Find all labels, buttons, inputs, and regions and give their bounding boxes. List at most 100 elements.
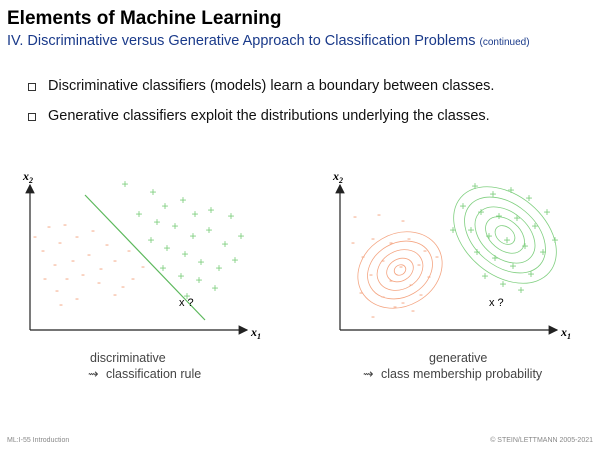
y-axis-label: x2 [332, 169, 343, 185]
positive-sample-mark: + [509, 259, 516, 273]
positive-sample-mark: + [135, 207, 142, 221]
generative-diagram: x2 x1 - - -- - - --- - - --- - --- - ---- -++ ++++ + + ++… [325, 160, 580, 345]
negative-sample-mark: - [53, 257, 57, 271]
negative-sample-mark: - [371, 309, 375, 323]
negative-sample-mark: - [97, 275, 101, 289]
negative-sample-mark: - [377, 207, 381, 221]
negative-sample-mark: - [75, 229, 79, 243]
negative-sample-mark: - [87, 247, 91, 261]
subtitle-note: (continued) [480, 37, 530, 48]
negative-sample-mark: - [55, 283, 59, 297]
negative-sample-mark: - [43, 271, 47, 285]
positive-sample-mark: + [189, 229, 196, 243]
negative-sample-mark: - [389, 235, 393, 249]
positive-sample-mark: + [147, 233, 154, 247]
negative-sample-mark: - [47, 219, 51, 233]
negative-sample-mark: - [63, 217, 67, 231]
positive-sample-mark: + [499, 277, 506, 291]
positive-sample-mark: + [207, 203, 214, 217]
positive-sample-mark: + [191, 207, 198, 221]
negative-sample-mark: - [401, 295, 405, 309]
positive-sample-mark: + [177, 269, 184, 283]
negative-sample-mark: - [411, 303, 415, 317]
negative-sample-mark: - [419, 287, 423, 301]
negative-sample-mark: - [369, 267, 373, 281]
negative-sample-mark: - [99, 261, 103, 275]
bullet-list: Discriminative classifiers (models) lear… [28, 76, 494, 136]
bullet-box-icon [28, 83, 36, 91]
slide-title: Elements of Machine Learning [7, 8, 282, 30]
caption-text: class membership probability [381, 367, 542, 381]
positive-sample-mark: + [513, 211, 520, 225]
positive-sample-mark: + [539, 245, 546, 259]
positive-sample-mark: + [215, 261, 222, 275]
positive-sample-mark: + [525, 191, 532, 205]
point-cloud: -- --- - --- - ----- ----------+++ ++ + +++ ++ ++++… [33, 177, 245, 311]
negative-sample-mark: - [435, 249, 439, 263]
x-axis-label: x1 [250, 325, 261, 341]
caption-heading: generative [363, 350, 542, 366]
positive-sample-mark: + [163, 241, 170, 255]
negative-sample-mark: - [359, 285, 363, 299]
negative-sample-mark: - [381, 253, 385, 267]
negative-sample-mark: - [81, 267, 85, 281]
caption-heading: discriminative [88, 350, 201, 366]
caption-text: classification rule [106, 367, 201, 381]
y-axis-label: x2 [22, 169, 33, 185]
positive-sample-mark: + [159, 261, 166, 275]
point-cloud: - - -- - - --- - - --- - --- - ---- -++ ++++ + + +++ + + + ++… [351, 179, 559, 323]
positive-sample-mark: + [543, 205, 550, 219]
positive-sample-mark: + [121, 177, 128, 191]
positive-sample-mark: + [205, 223, 212, 237]
negative-sample-mark: - [423, 243, 427, 257]
positive-sample-mark: + [527, 267, 534, 281]
subtitle-text: IV. Discriminative versus Generative App… [7, 33, 476, 49]
positive-sample-mark: + [521, 239, 528, 253]
positive-sample-mark: + [491, 251, 498, 265]
positive-sample-mark: + [517, 283, 524, 297]
positive-sample-mark: + [459, 199, 466, 213]
leadsto-icon: ⇝ [363, 366, 381, 382]
positive-sample-mark: + [495, 209, 502, 223]
bullet-item: Generative classifiers exploit the distr… [28, 106, 494, 136]
slide-subtitle: IV. Discriminative versus Generative App… [7, 33, 530, 49]
positive-sample-mark: + [179, 193, 186, 207]
bullet-text: Generative classifiers exploit the distr… [48, 108, 490, 124]
negative-sample-mark: - [91, 223, 95, 237]
x-axis-label: x1 [560, 325, 571, 341]
query-point-label: x ? [489, 297, 504, 309]
negative-sample-mark: - [371, 231, 375, 245]
positive-sample-mark: + [471, 179, 478, 193]
negative-sample-mark: - [401, 213, 405, 227]
positive-sample-mark: + [231, 253, 238, 267]
negative-sample-mark: - [353, 209, 357, 223]
negative-sample-mark: - [71, 253, 75, 267]
negative-sample-mark: - [351, 235, 355, 249]
query-point-label: x ? [179, 297, 194, 309]
positive-sample-mark: + [481, 269, 488, 283]
positive-sample-mark: + [489, 187, 496, 201]
negative-sample-mark: - [361, 249, 365, 263]
negative-sample-mark: - [427, 269, 431, 283]
negative-sample-mark: - [399, 259, 403, 273]
positive-sample-mark: + [507, 183, 514, 197]
positive-sample-mark: + [197, 255, 204, 269]
positive-sample-mark: + [531, 219, 538, 233]
negative-sample-mark: - [417, 257, 421, 271]
positive-sample-mark: + [477, 205, 484, 219]
positive-sample-mark: + [473, 245, 480, 259]
bullet-box-icon [28, 113, 36, 121]
positive-sample-mark: + [551, 233, 558, 247]
negative-sample-mark: - [141, 259, 145, 273]
positive-sample-mark: + [485, 229, 492, 243]
leadsto-icon: ⇝ [88, 366, 106, 382]
negative-sample-mark: - [113, 253, 117, 267]
positive-sample-mark: + [195, 273, 202, 287]
bullet-text: Discriminative classifiers (models) lear… [48, 78, 494, 94]
positive-sample-mark: + [467, 223, 474, 237]
negative-sample-mark: - [131, 271, 135, 285]
positive-sample-mark: + [227, 209, 234, 223]
negative-sample-mark: - [75, 291, 79, 305]
positive-sample-mark: + [221, 237, 228, 251]
positive-sample-mark: + [171, 219, 178, 233]
